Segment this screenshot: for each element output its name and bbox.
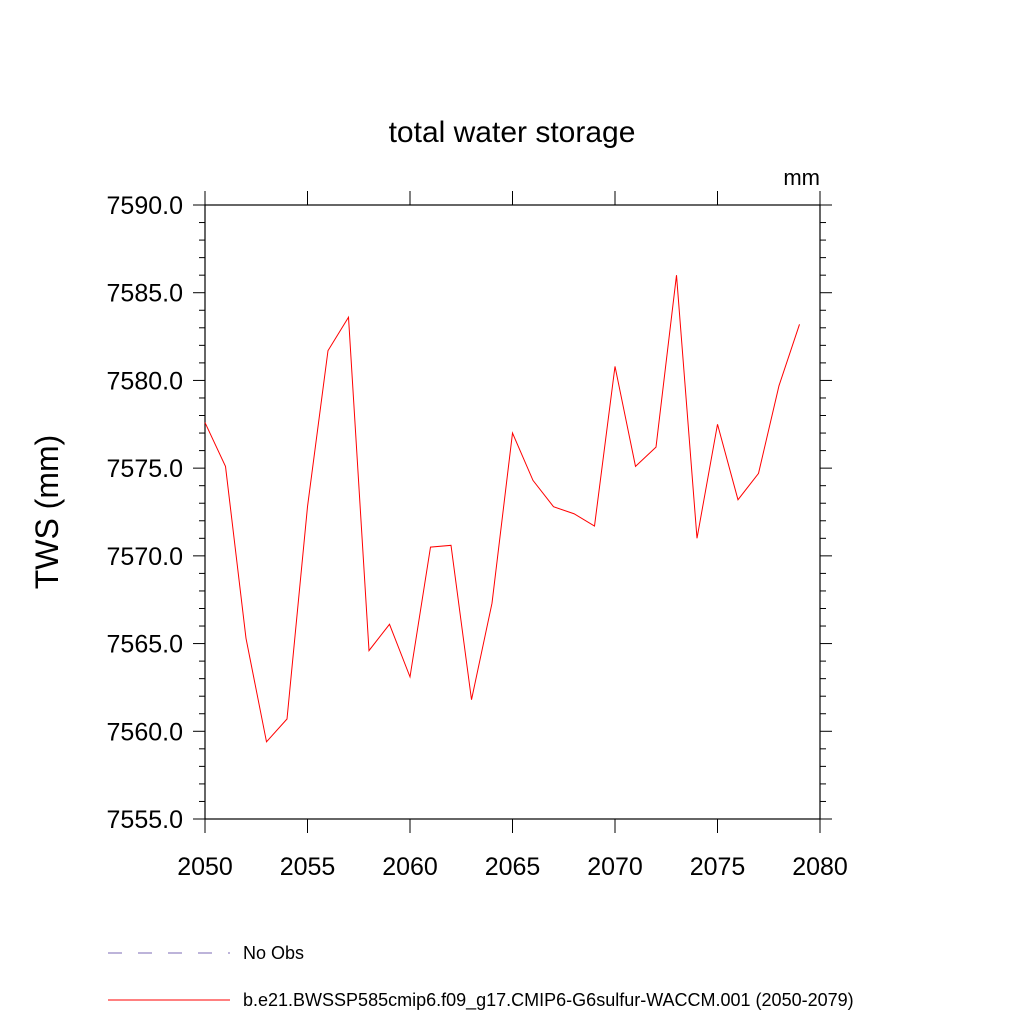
x-tick-label: 2050 (177, 853, 233, 881)
y-tick-label: 7590.0 (107, 192, 183, 220)
y-tick-label: 7555.0 (107, 806, 183, 834)
x-tick-label: 2080 (792, 853, 848, 881)
x-tick-label: 2060 (382, 853, 438, 881)
y-tick-label: 7560.0 (107, 718, 183, 746)
x-tick-label: 2055 (280, 853, 336, 881)
x-tick-label: 2070 (587, 853, 643, 881)
series-layer (204, 275, 800, 743)
x-axis: 2050 2055 2060 2065 2070 2075 2080 (177, 191, 848, 881)
legend-label-no-obs: No Obs (243, 943, 304, 963)
y-tick-label: 7575.0 (107, 455, 183, 483)
y-axis-label: TWS (mm) (29, 435, 65, 590)
series-line (204, 275, 800, 743)
x-tick-label: 2075 (690, 853, 746, 881)
y-axis: 7555.0 7560.0 7565.0 7570.0 7575.0 7580.0 7585… (107, 192, 832, 834)
y-tick-label: 7585.0 (107, 280, 183, 308)
x-tick-label: 2065 (485, 853, 541, 881)
y-tick-label: 7570.0 (107, 543, 183, 571)
plot-frame (204, 204, 821, 820)
legend-label-model: b.e21.BWSSP585cmip6.f09_g17.CMIP6-G6sulf… (243, 990, 854, 1011)
y-tick-label: 7565.0 (107, 631, 183, 659)
chart-title: total water storage (389, 116, 636, 149)
units-label: mm (783, 165, 820, 190)
legend: No Obs b.e21.BWSSP585cmip6.f09_g17.CMIP6… (108, 943, 854, 1011)
y-tick-label: 7580.0 (107, 367, 183, 395)
